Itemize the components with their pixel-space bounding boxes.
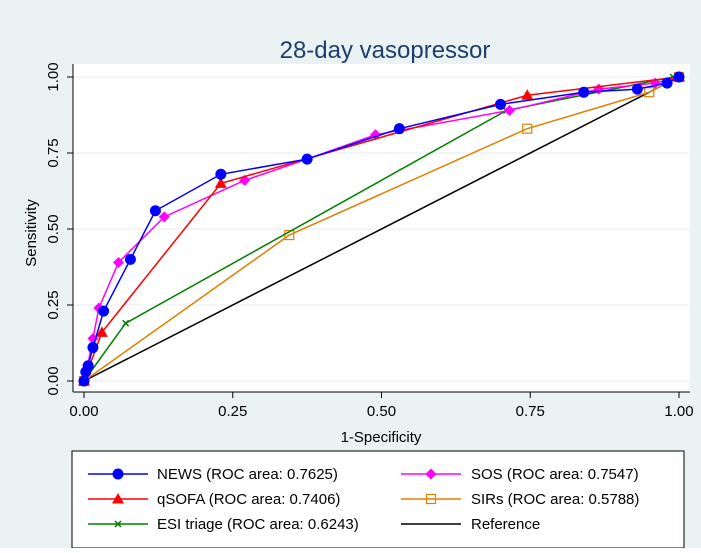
legend-label-news: NEWS (ROC area: 0.7625) <box>157 466 338 483</box>
chart-title: 28-day vasopressor <box>280 37 491 64</box>
legend-entry-sos: SOS (ROC area: 0.7547) <box>401 466 639 483</box>
data-point-news <box>301 153 313 165</box>
series-layer <box>78 71 685 387</box>
data-point-news <box>393 123 405 135</box>
data-point-qsofa <box>521 89 534 100</box>
data-point-news <box>673 71 685 83</box>
data-point-news <box>578 86 590 98</box>
plot-area <box>73 64 690 392</box>
legend-entries: NEWS (ROC area: 0.7625) qSOFA (ROC area: … <box>88 466 639 533</box>
y-tick-label: 0.50 <box>45 214 62 243</box>
data-point-sirs <box>522 123 533 134</box>
x-tick-label: 0.75 <box>516 403 545 420</box>
y-axis-label: Sensitivity <box>23 199 40 267</box>
axes: 0.00 0.25 0.50 0.75 1.00 0.00 0.25 0.50 0.75 1.00 <box>45 62 694 420</box>
y-tick-label: 0.75 <box>45 138 62 167</box>
data-point-news <box>124 253 136 265</box>
x-tick-label: 1.00 <box>664 403 693 420</box>
x-tick-label: 0.25 <box>218 403 247 420</box>
data-point-news <box>215 168 227 180</box>
legend-label-sirs: SIRs (ROC area: 0.5788) <box>471 491 639 508</box>
data-point-news <box>631 83 643 95</box>
series-line-sirs <box>83 76 680 382</box>
data-point-news <box>78 375 90 387</box>
legend-entry-reference: Reference <box>401 516 540 533</box>
y-tick-label: 0.25 <box>45 290 62 319</box>
data-point-news <box>661 77 673 89</box>
data-point-sos <box>113 256 125 268</box>
data-point-news <box>82 360 94 372</box>
legend-label-esi: ESI triage (ROC area: 0.6243) <box>157 516 359 533</box>
x-axis-label: 1-Specificity <box>341 429 422 446</box>
legend-entry-sirs: SIRs (ROC area: 0.5788) <box>401 491 639 508</box>
data-point-sos <box>158 211 170 223</box>
legend-marker-sos <box>425 468 437 480</box>
data-point-news <box>149 205 161 217</box>
data-point-esi <box>122 319 130 327</box>
legend-marker-news <box>112 468 124 480</box>
data-point-news <box>495 98 506 110</box>
legend-marker-qsofa <box>112 493 124 504</box>
legend-label-reference: Reference <box>471 516 540 533</box>
data-point-sos <box>503 104 515 116</box>
x-tick-label: 0.00 <box>69 403 98 420</box>
y-tick-label: 0.00 <box>45 366 62 395</box>
data-point-news <box>98 305 110 317</box>
data-point-qsofa <box>95 326 108 337</box>
legend-entry-news: NEWS (ROC area: 0.7625) <box>88 466 338 483</box>
legend-label-qsofa: qSOFA (ROC area: 0.7406) <box>157 491 340 508</box>
x-tick-label: 0.50 <box>367 403 396 420</box>
legend-entry-esi: ESI triage (ROC area: 0.6243) <box>88 516 359 533</box>
series-reference <box>83 76 680 382</box>
legend-entry-qsofa: qSOFA (ROC area: 0.7406) <box>88 491 340 508</box>
data-point-sirs <box>644 87 655 98</box>
legend <box>71 450 685 549</box>
y-tick-label: 1.00 <box>45 62 62 91</box>
data-point-qsofa <box>214 177 227 188</box>
data-point-news <box>87 342 99 354</box>
legend-label-sos: SOS (ROC area: 0.7547) <box>471 466 639 483</box>
legend-marker-sirs <box>425 493 437 505</box>
series-news <box>78 71 685 387</box>
legend-marker-esi <box>114 520 122 528</box>
series-line-reference <box>83 76 680 382</box>
